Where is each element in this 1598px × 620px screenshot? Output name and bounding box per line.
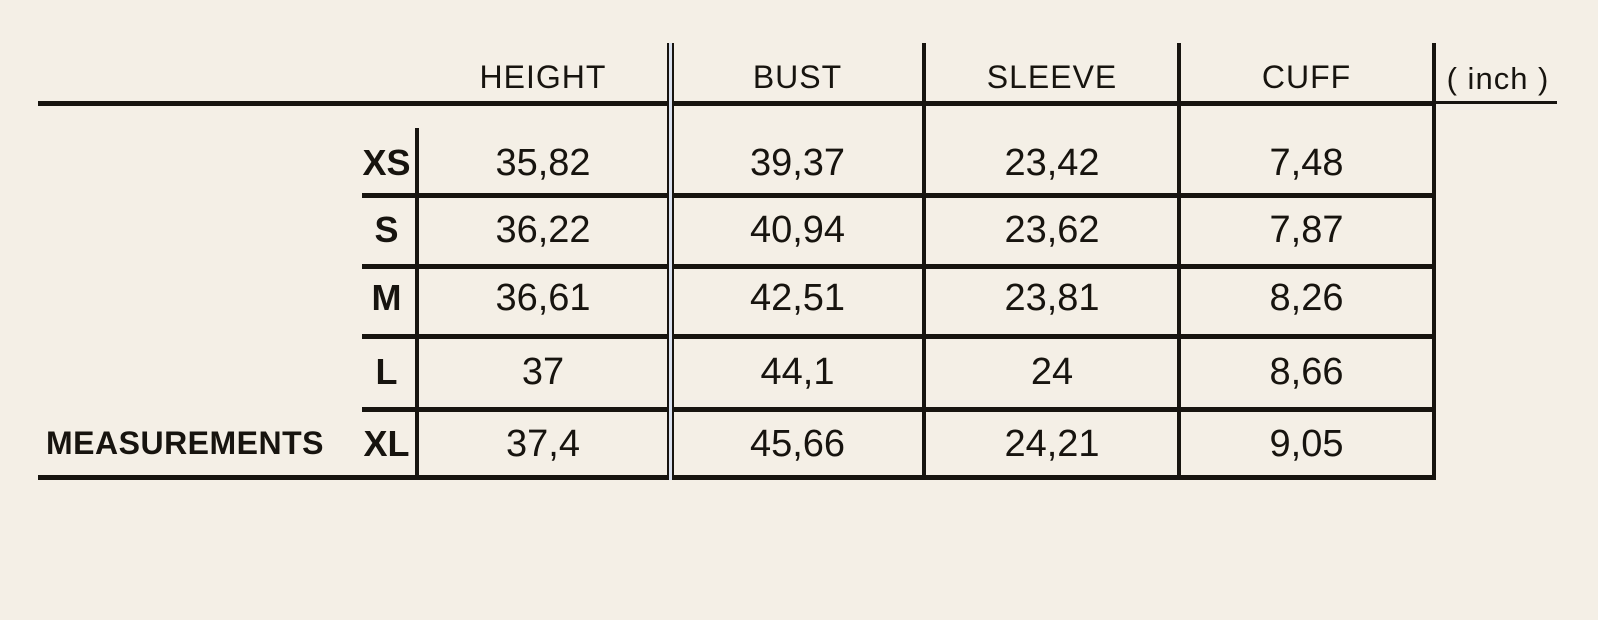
header-rule [38,101,1436,106]
size-label-divider [415,128,419,480]
size-label-l: L [375,351,398,392]
size-label-xs: XS [362,142,411,183]
measurements-label: MEASUREMENTS [46,424,325,461]
size-label-s: S [374,209,399,250]
cell-l-height: 37 [521,350,565,393]
column-divider-bust-sleeve [922,43,926,480]
cell-xs-sleeve: 23,42 [1004,141,1100,184]
cell-xs-height: 35,82 [495,141,591,184]
column-header-height: HEIGHT [479,58,607,95]
column-header-cuff: CUFF [1261,58,1352,95]
cell-m-sleeve: 23,81 [1004,276,1100,319]
cell-m-cuff: 8,26 [1269,276,1344,319]
row-separator-xs-s [362,193,1436,198]
cell-xl-bust: 45,66 [749,422,846,465]
cell-xl-sleeve: 24,21 [1004,422,1100,465]
cell-s-bust: 40,94 [749,208,846,251]
header-rule-thin [1436,101,1557,104]
cell-xl-height: 37,4 [506,422,580,465]
size-label-m: M [371,277,402,318]
cell-xs-bust: 39,37 [749,141,846,184]
size-label-xl: XL [363,423,410,464]
bottom-rule [38,475,1436,480]
cell-s-height: 36,22 [495,208,591,251]
cell-xs-cuff: 7,48 [1269,141,1344,184]
unit-label: ( inch ) [1446,61,1550,96]
column-divider-height-bust [667,43,674,480]
row-separator-m-l [362,334,1436,339]
table-right-border [1432,43,1436,480]
cell-m-bust: 42,51 [749,276,846,319]
row-separator-s-m [362,264,1436,269]
column-divider-sleeve-cuff [1177,43,1181,480]
column-header-sleeve: SLEEVE [986,58,1118,95]
cell-l-bust: 44,1 [760,350,835,393]
cell-l-cuff: 8,66 [1269,350,1344,393]
row-separator-l-xl [362,407,1436,412]
cell-s-sleeve: 23,62 [1004,208,1100,251]
cell-l-sleeve: 24 [1030,350,1074,393]
cell-m-height: 36,61 [495,276,591,319]
column-header-bust: BUST [752,58,843,95]
cell-xl-cuff: 9,05 [1269,422,1344,465]
cell-s-cuff: 7,87 [1269,208,1344,251]
